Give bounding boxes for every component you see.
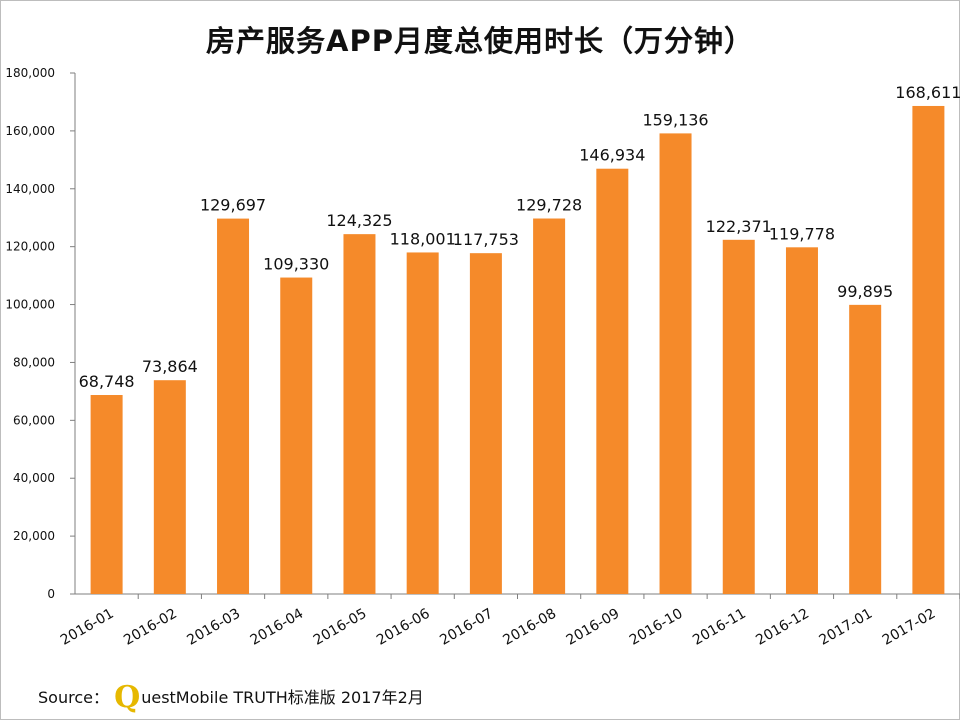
bar <box>280 277 313 594</box>
x-tick-label: 2016-07 <box>437 606 496 649</box>
x-tick-label: 2016-09 <box>564 606 623 649</box>
x-tick-label: 2016-03 <box>184 606 243 649</box>
y-tick-label: 80,000 <box>13 355 55 369</box>
data-label: 119,778 <box>769 224 835 243</box>
bar <box>343 234 376 594</box>
x-tick-label: 2016-04 <box>248 606 307 649</box>
bar <box>659 133 692 594</box>
data-label: 109,330 <box>263 255 329 274</box>
bar <box>722 239 755 594</box>
data-labels: 68,748 73,864 129,697 109,330 124,325118,001… <box>79 83 960 391</box>
data-label: 129,728 <box>516 196 582 215</box>
data-label: 129,697 <box>200 196 266 215</box>
bar <box>90 395 123 594</box>
data-label: 99,895 <box>837 282 893 301</box>
x-tick-label: 2016-06 <box>374 606 433 649</box>
y-tick-label: 180,000 <box>5 66 55 80</box>
data-label: 168,611 <box>895 83 960 102</box>
data-label: 159,136 <box>642 110 708 129</box>
y-tick-label: 140,000 <box>5 182 55 196</box>
data-label: 73,864 <box>142 357 198 376</box>
chart-title: 房产服务APP月度总使用时长（万分钟） <box>206 24 754 58</box>
x-tick-label: 2016-01 <box>58 606 117 649</box>
y-tick-label: 60,000 <box>13 413 55 427</box>
bar <box>912 105 945 594</box>
data-label: 117,753 <box>453 230 519 249</box>
y-tick-label: 0 <box>47 587 55 601</box>
bar <box>785 247 818 594</box>
source-note: Source： QuestMobile TRUTH标准版 2017年2月 <box>38 680 424 715</box>
bar <box>596 168 629 594</box>
y-tick-label: 160,000 <box>5 124 55 138</box>
source-prefix: Source： <box>38 688 109 707</box>
bar <box>533 218 566 594</box>
questmobile-logo: Q <box>114 680 141 715</box>
bar <box>469 253 502 595</box>
y-tick-label: 100,000 <box>5 298 55 312</box>
data-label: 146,934 <box>579 146 645 165</box>
x-tick-label: 2016-10 <box>627 606 686 649</box>
y-tick-label: 20,000 <box>13 529 55 543</box>
y-axis: 0 20,000 40,000 60,000 80,000 100,000 120,000 1… <box>5 66 76 601</box>
y-tick-label: 40,000 <box>13 471 55 485</box>
bar <box>849 304 882 594</box>
x-tick-label: 2016-12 <box>753 606 812 649</box>
y-tick-label: 120,000 <box>5 240 55 254</box>
x-axis: 2016-01 2016-02 2016-03 2016-04 2016-05 2016-… <box>58 593 960 649</box>
bar <box>153 380 186 594</box>
x-tick-label: 2016-08 <box>500 606 559 649</box>
x-tick-label: 2016-11 <box>690 606 749 649</box>
data-label: 68,748 <box>79 372 135 391</box>
data-label: 122,371 <box>706 217 772 236</box>
bar <box>406 252 439 594</box>
data-label: 118,001 <box>390 229 456 248</box>
x-tick-label: 2017-02 <box>880 606 939 649</box>
bars <box>90 105 945 595</box>
x-tick-label: 2016-05 <box>311 606 370 649</box>
x-tick-label: 2017-01 <box>817 606 876 649</box>
bar <box>217 218 250 594</box>
data-label: 124,325 <box>326 211 392 230</box>
x-tick-label: 2016-02 <box>121 606 180 649</box>
source-text: uestMobile TRUTH标准版 2017年2月 <box>141 688 424 707</box>
